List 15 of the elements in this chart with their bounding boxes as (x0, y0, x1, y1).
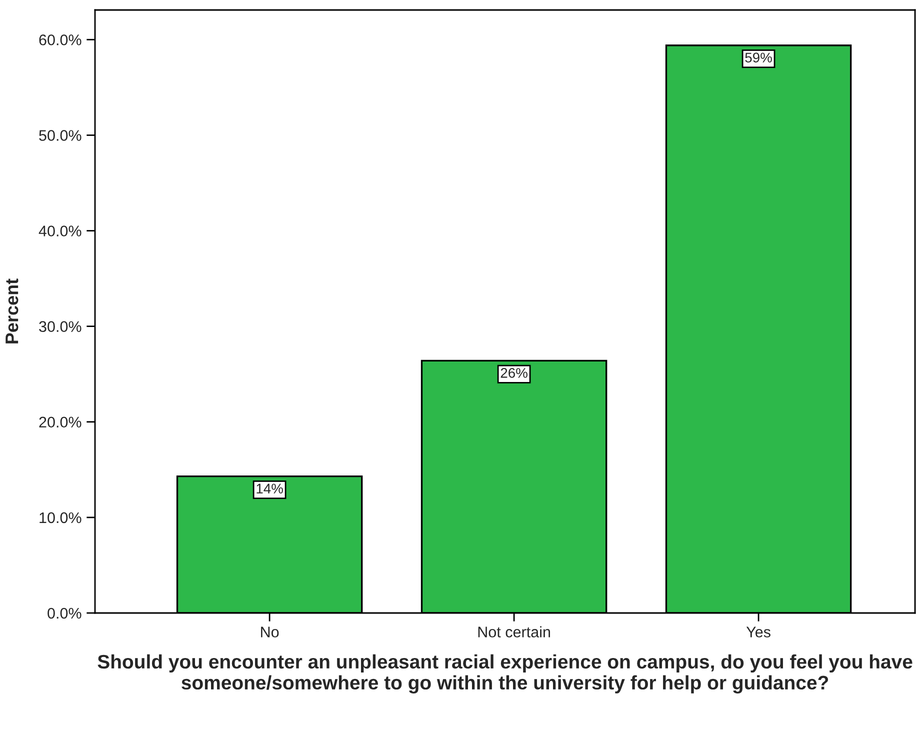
x-axis-title: Should you encounter an unpleasant racial experience on campus, do you feel you have someone/somewhere to go within the university for help or guidance? (98, 654, 912, 694)
y-tick-label: 50.0% (39, 130, 82, 141)
y-tick-label: 60.0% (39, 34, 82, 46)
y-tick-label: 20.0% (39, 416, 82, 428)
x-tick-label: Yes (746, 626, 770, 638)
data-label: 59% (745, 52, 772, 63)
y-tick-label: 40.0% (38, 226, 82, 236)
y-axis-title: Percent (6, 278, 18, 344)
x-tick-label: Not certain (478, 626, 550, 638)
y-tick-label: 10.0% (40, 512, 82, 524)
data-label: 14% (256, 484, 283, 494)
data-label: 26% (500, 368, 528, 378)
y-tick-label: 0.0% (48, 608, 82, 619)
y-tick-label: 30.0% (39, 321, 82, 332)
x-tick-label: No (261, 626, 279, 638)
